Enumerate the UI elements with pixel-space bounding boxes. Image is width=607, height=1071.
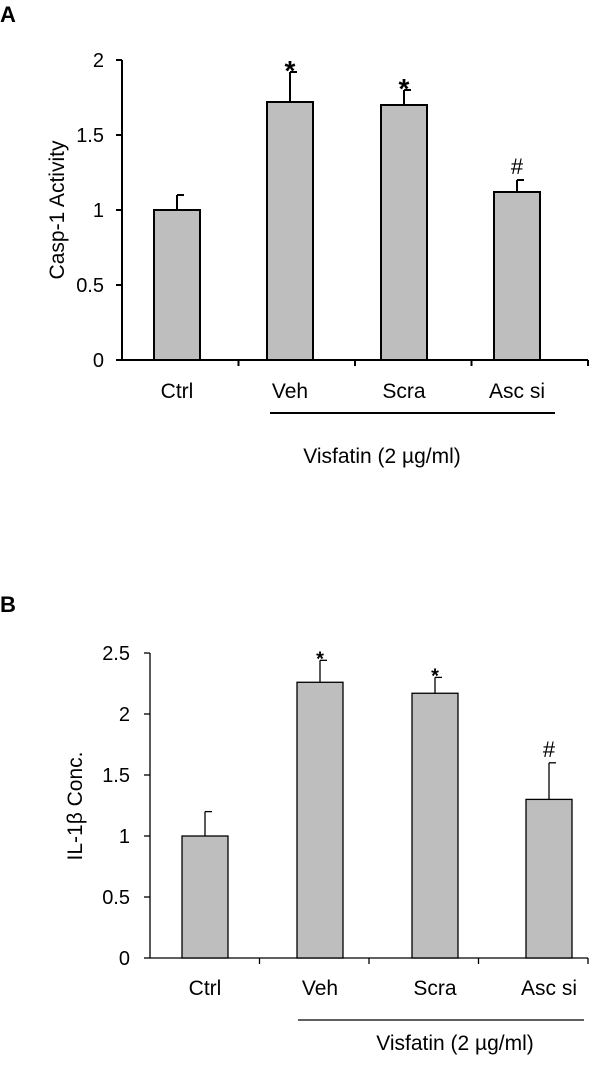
category-label: Veh [302, 977, 338, 1000]
group-label: Visfatin (2 µg/ml) [303, 445, 461, 468]
bar [380, 104, 428, 361]
bar [181, 835, 229, 959]
significance-star: * [316, 648, 324, 670]
bar [493, 191, 541, 361]
category-label: Scra [382, 380, 426, 403]
panel-label: B [0, 592, 16, 617]
category-label: Asc si [489, 380, 545, 403]
panel-label: A [0, 2, 16, 27]
significance-star: * [399, 73, 410, 104]
y-tick-label: 2 [119, 704, 130, 726]
bar [296, 681, 344, 959]
y-tick-label: 2 [93, 50, 104, 72]
y-axis-label: IL-1β Conc. [64, 752, 87, 861]
y-tick-label: 1.5 [76, 125, 104, 147]
bar [411, 692, 459, 959]
category-label: Asc si [521, 977, 577, 1000]
category-label: Ctrl [161, 380, 194, 403]
significance-hash: # [543, 737, 556, 762]
y-axis-label: Casp-1 Activity [46, 140, 69, 279]
significance-star: * [285, 55, 296, 86]
bar [153, 209, 201, 361]
significance-hash: # [511, 154, 524, 179]
y-tick-label: 0.5 [76, 275, 104, 297]
y-tick-label: 2.5 [102, 643, 130, 665]
y-tick-label: 0 [93, 350, 104, 372]
y-tick-label: 0.5 [102, 887, 130, 909]
bar [266, 101, 314, 361]
y-tick-label: 0 [119, 948, 130, 970]
y-tick-label: 1 [93, 200, 104, 222]
significance-star: * [431, 665, 439, 687]
category-label: Scra [413, 977, 457, 1000]
group-label: Visfatin (2 µg/ml) [376, 1032, 534, 1055]
y-tick-label: 1 [119, 826, 130, 848]
category-label: Ctrl [189, 977, 222, 1000]
bar [525, 798, 573, 959]
panel-b: B IL-1β Conc. 0 0.5 1 1.5 2 2.5 Ctrl * Veh * Scra # As… [0, 592, 589, 1055]
category-label: Veh [272, 380, 308, 403]
panel-a: A Casp-1 Activity 0 0.5 1 1.5 2 Ctrl * Veh * Scra # A… [0, 2, 589, 468]
y-tick-label: 1.5 [102, 765, 130, 787]
